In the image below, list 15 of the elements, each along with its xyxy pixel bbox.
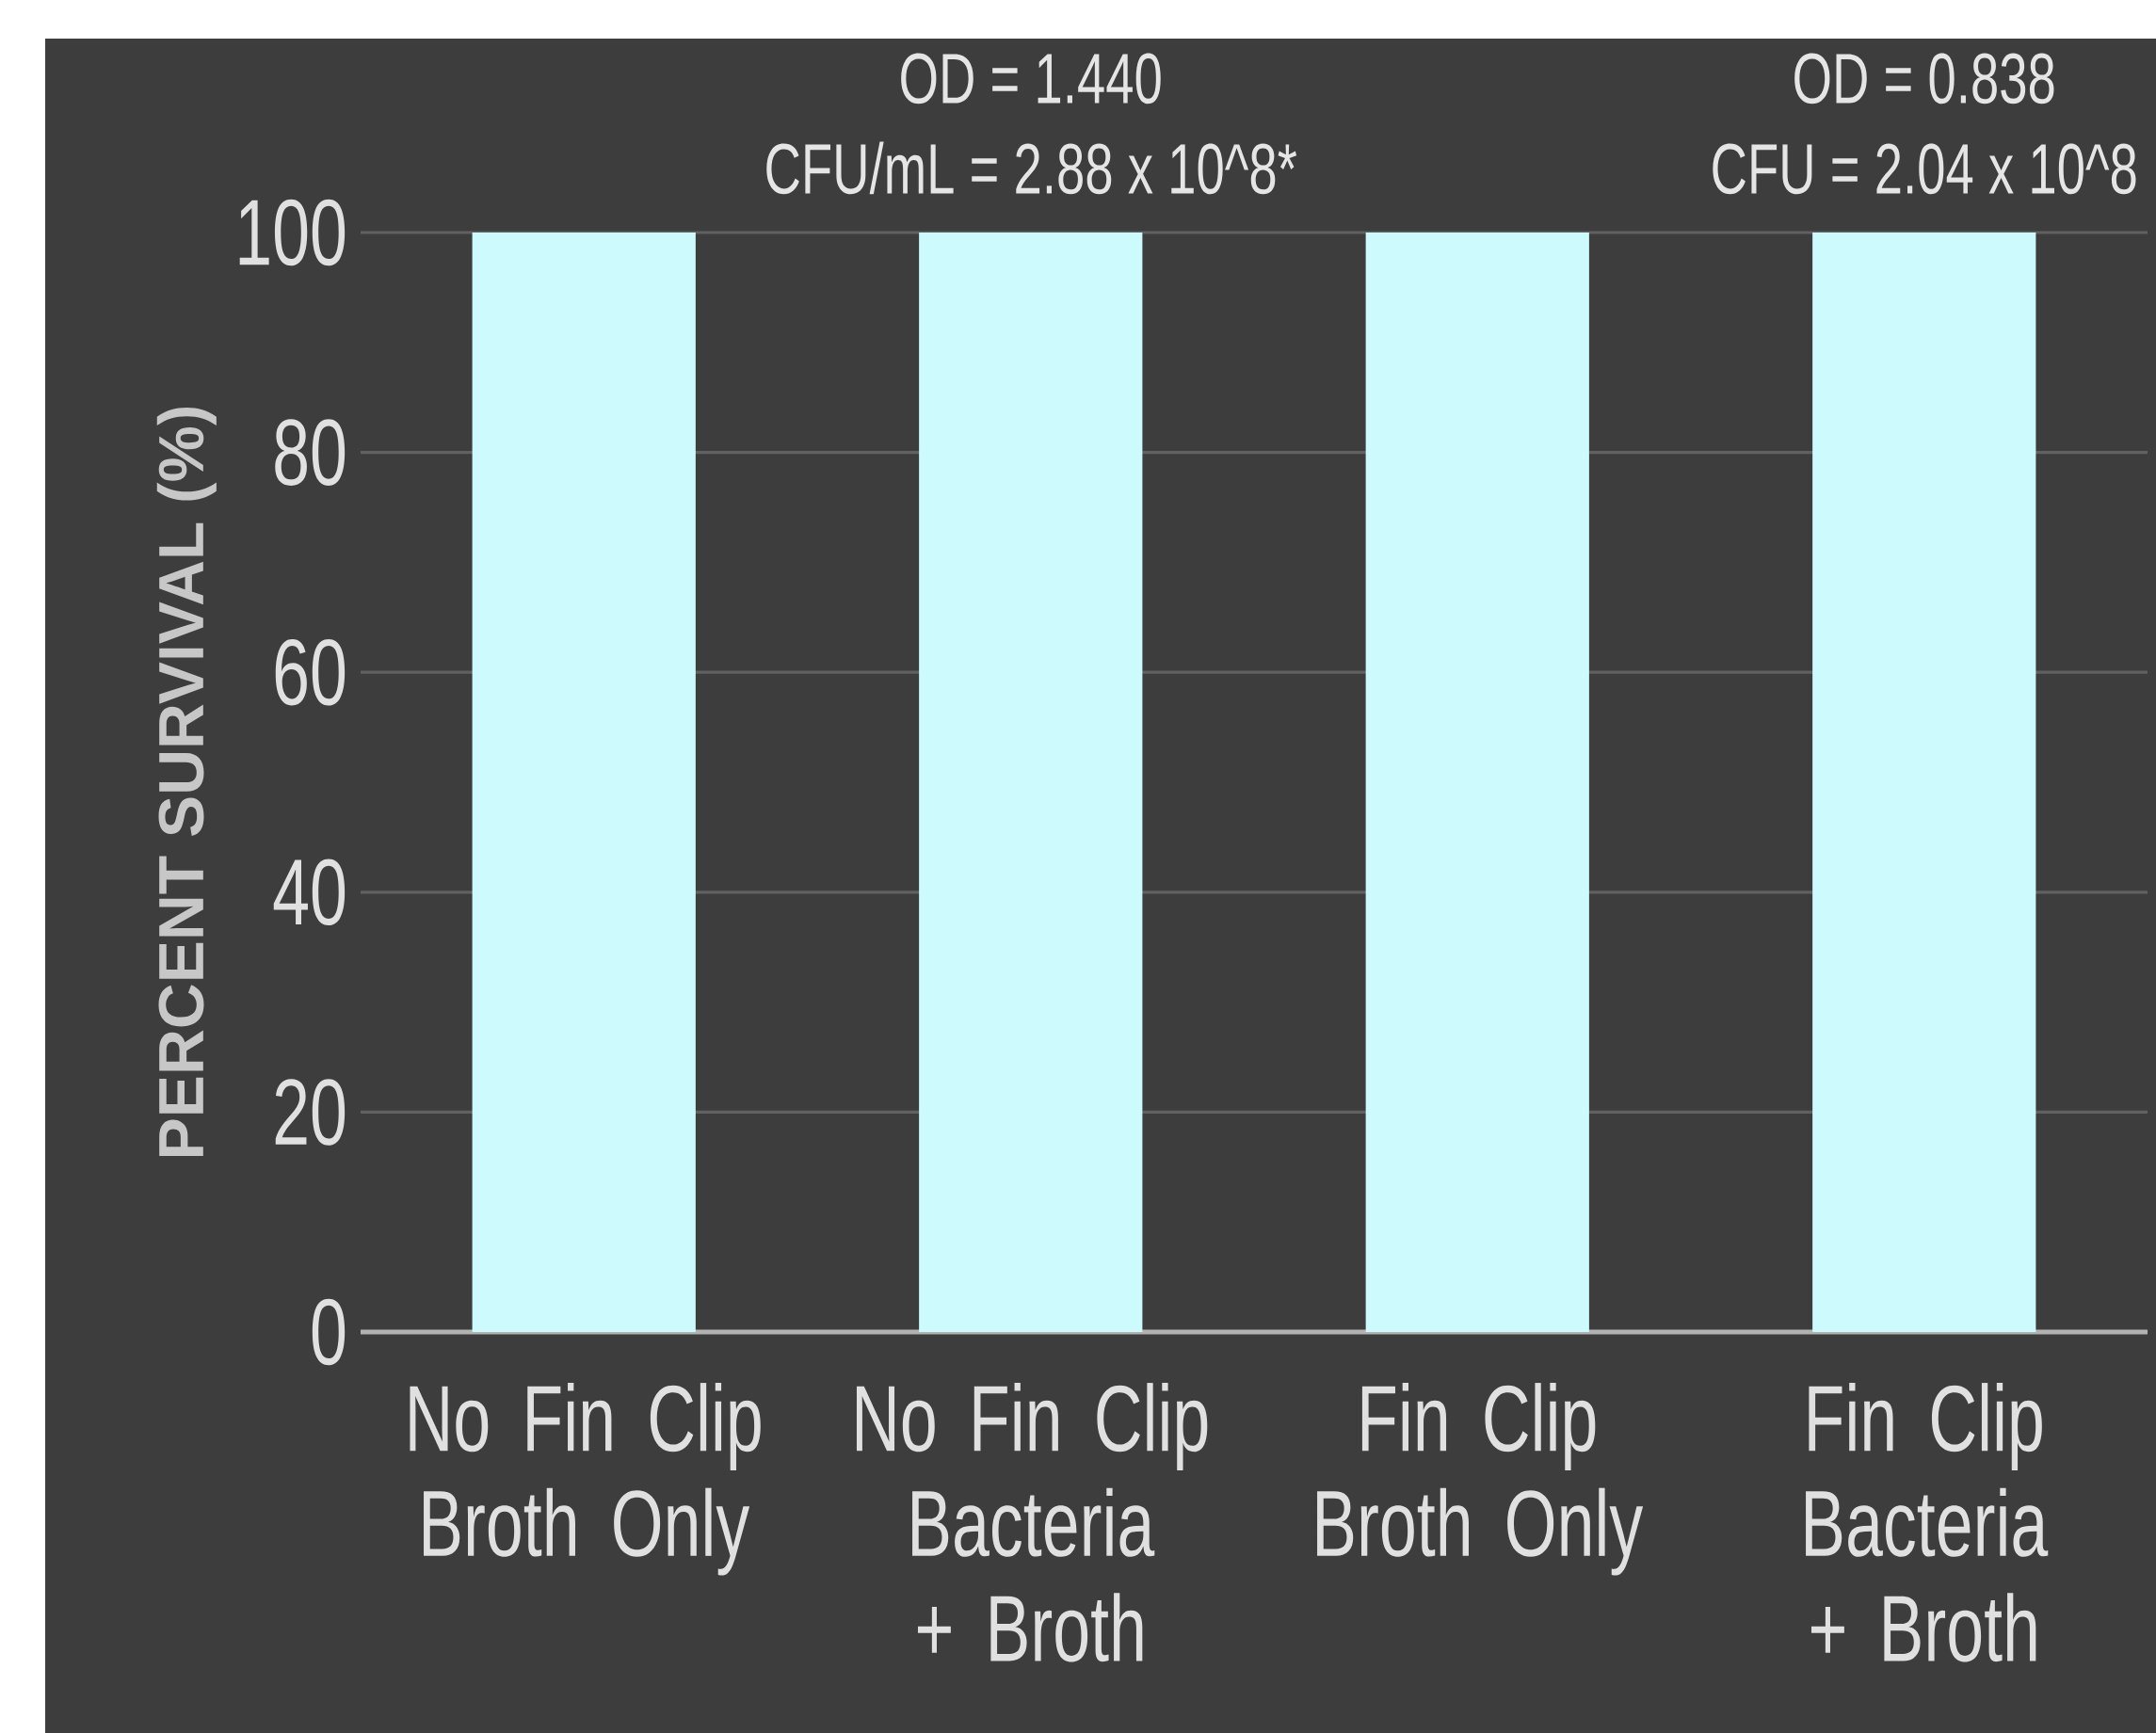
annotation: OD = 1.440 bbox=[901, 53, 1161, 104]
x-tick-label: Fin Clip Bacteria + Broth bbox=[1806, 1383, 2049, 1662]
x-tick-label: No Fin Clip Bacteria + Broth bbox=[856, 1383, 1208, 1662]
annotation: OD = 0.838 bbox=[1794, 53, 2054, 104]
y-axis-title: PERCENT SURVIVAL (%) bbox=[156, 407, 217, 1156]
y-tick-label: 40 bbox=[273, 858, 346, 926]
y-tick-label: 100 bbox=[239, 199, 346, 266]
x-tick-label: Fin Clip Broth Only bbox=[1317, 1383, 1644, 1576]
y-tick-label: 80 bbox=[275, 419, 346, 486]
y-tick-label: 20 bbox=[275, 1079, 346, 1146]
y-tick-label: 60 bbox=[275, 638, 346, 706]
annotation: CFU = 2.04 x 10^8 bbox=[1713, 143, 2136, 195]
annotation: CFU/mL = 2.88 x 10^8* bbox=[766, 141, 1297, 195]
x-tick-label: No Fin Clip Broth Only bbox=[410, 1383, 761, 1576]
y-tick-label: 0 bbox=[312, 1298, 346, 1366]
